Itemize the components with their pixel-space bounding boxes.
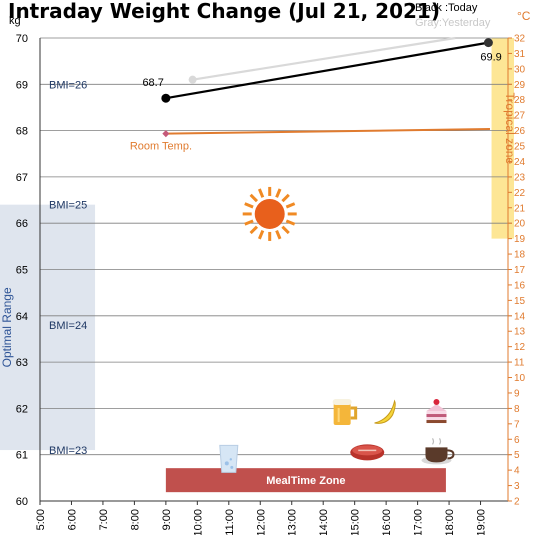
y-right-tick: 22 [514, 188, 526, 199]
y-left-tick: 66 [16, 218, 28, 230]
x-tick-label: 13:00 [287, 509, 299, 535]
banana-icon [374, 399, 396, 424]
y-right-tick: 11 [514, 358, 525, 369]
y-left-tick: 65 [16, 265, 28, 277]
background-layer: Optimal Range Tropical zone [0, 38, 517, 451]
x-tick-label: 17:00 [413, 509, 425, 535]
y-right-tick: 10 [514, 373, 526, 384]
grid-layer [40, 37, 512, 502]
x-tick-label: 6:00 [66, 509, 78, 530]
meal-time-zone-label: MealTime Zone [266, 475, 345, 487]
meal-time-zone-bar [165, 468, 446, 493]
data-label-end: 69.9 [480, 52, 501, 64]
y-left-tick: 69 [16, 79, 28, 91]
icon-layer [219, 186, 455, 473]
y-left-tick: 64 [16, 311, 28, 323]
y-right-tick: 6 [514, 435, 520, 446]
water-glass-icon [219, 444, 239, 473]
x-tick-label: 19:00 [476, 509, 488, 535]
cake-icon [426, 399, 447, 424]
y-left-tick: 63 [16, 357, 28, 369]
y-left-tick: 62 [16, 403, 28, 415]
x-tick-label: 16:00 [381, 509, 393, 535]
bmi-label: BMI=23 [49, 445, 87, 457]
y-right-tick: 14 [514, 311, 526, 322]
zone-layer: BMI=26 BMI=25 BMI=24 BMI=23 MealTime Zone [49, 79, 446, 493]
y-right-tick: 4 [514, 466, 520, 477]
sun-icon [242, 186, 297, 241]
y-right-tick: 5 [514, 450, 520, 461]
y-right-unit: °C [517, 9, 531, 23]
bmi-label: BMI=26 [49, 79, 87, 91]
optimal-range-label: Optimal Range [0, 287, 14, 367]
y-right-tick: 23 [514, 172, 526, 183]
x-tick-label: 18:00 [444, 509, 456, 535]
y-right-tick: 2 [514, 497, 520, 508]
room-temp-marker [162, 130, 170, 138]
y-right-tick: 21 [514, 203, 526, 214]
y-right-tick: 19 [514, 234, 526, 245]
y-right-tick: 16 [514, 280, 526, 291]
series-line-today [165, 41, 489, 100]
y-right-tick: 31 [514, 49, 526, 60]
y-right-tick: 26 [514, 126, 526, 137]
x-tick-label: 12:00 [255, 509, 267, 535]
y-right-tick: 12 [514, 342, 526, 353]
y-left-tick: 68 [16, 126, 28, 138]
room-temp-label: Room Temp. [130, 141, 192, 153]
series-layer: 68.7 69.9 Room Temp. [130, 36, 502, 153]
beer-icon [332, 399, 358, 426]
y-right-tick: 29 [514, 80, 526, 91]
optimal-range-band [0, 204, 96, 451]
data-label-start: 68.7 [142, 77, 163, 89]
x-tick-label: 8:00 [129, 509, 141, 530]
y-right-tick: 32 [514, 34, 526, 45]
y-right-tick: 13 [514, 327, 526, 338]
series-line-yesterday [192, 36, 456, 81]
y-right-tick: 17 [514, 265, 526, 276]
x-tick-label: 10:00 [192, 509, 204, 535]
bmi-label: BMI=25 [49, 200, 87, 212]
yesterday-point [188, 75, 197, 84]
y-right-tick: 8 [514, 404, 520, 415]
chart-title: Intraday Weight Change (Jul 21, 2021) [8, 0, 440, 23]
legend-yesterday: Gray:Yesterday [415, 17, 491, 29]
y-right-tick: 18 [514, 250, 526, 261]
y-right-tick: 24 [514, 157, 526, 168]
legend-today: Black :Today [415, 2, 478, 14]
y-right-tick: 30 [514, 64, 526, 75]
x-tick-label: 15:00 [350, 509, 362, 535]
y-left-tick: 61 [16, 450, 28, 462]
today-point [161, 93, 171, 103]
y-right-tick: 20 [514, 219, 526, 230]
y-left-tick: 60 [16, 496, 28, 508]
tropical-zone-label: Tropical zone [503, 93, 517, 165]
y-right-tick: 3 [514, 481, 520, 492]
bmi-label: BMI=24 [49, 320, 87, 332]
coffee-icon [421, 438, 455, 465]
y-left-unit: kg [9, 15, 21, 27]
x-tick-label: 11:00 [224, 509, 236, 535]
y-left-tick: 67 [16, 172, 28, 184]
y-right-tick: 15 [514, 296, 526, 307]
y-right-tick: 9 [514, 388, 520, 399]
y-right-tick: 28 [514, 95, 526, 106]
x-tick-label: 14:00 [318, 509, 330, 535]
y-left-tick: 70 [16, 33, 28, 45]
today-point [483, 38, 493, 48]
steak-icon [350, 444, 385, 461]
x-tick-label: 9:00 [161, 509, 173, 530]
series-line-room-temp- [165, 128, 490, 135]
x-tick-label: 5:00 [35, 509, 47, 530]
y-right-tick: 27 [514, 111, 526, 122]
axis-layer: 6061626364656667686970234567891011121314… [16, 33, 526, 535]
x-tick-label: 7:00 [98, 509, 110, 530]
y-right-tick: 7 [514, 419, 520, 430]
y-right-tick: 25 [514, 142, 526, 153]
